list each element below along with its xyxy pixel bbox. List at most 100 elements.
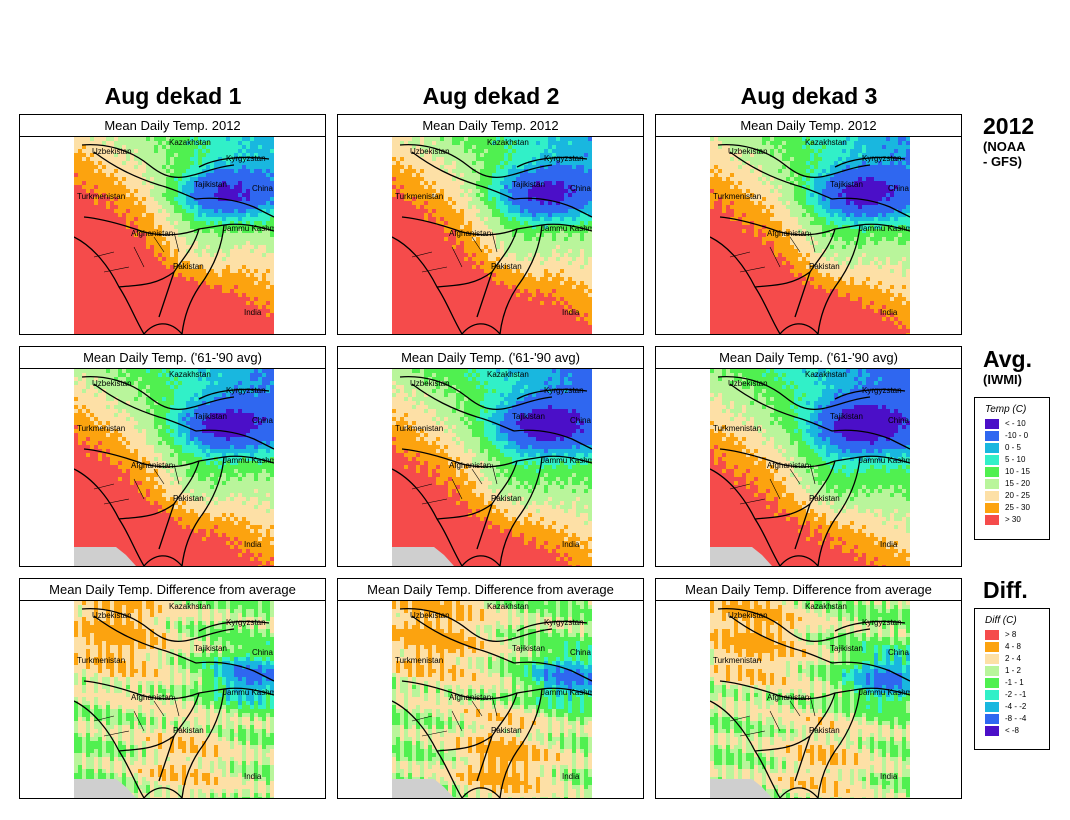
map-label: Jammu Kashmir (859, 688, 910, 697)
temp-legend-item: > 30 (975, 514, 1049, 526)
map-label: India (562, 308, 580, 317)
boundary-line (461, 323, 501, 334)
map-panel-y2012-dekad-2: Mean Daily Temp. 2012 Kazakhstan Uzbekista… (337, 114, 644, 335)
legend-swatch (985, 503, 999, 513)
legend-label: -10 - 0 (1005, 430, 1028, 442)
boundary-line (93, 615, 197, 664)
legend-swatch (985, 702, 999, 712)
map-label: Pakistan (491, 494, 522, 503)
map-label: Afghanistan (767, 229, 809, 238)
legend-label: 4 - 8 (1005, 641, 1021, 653)
panel-title: Mean Daily Temp. 2012 (338, 115, 643, 137)
temp-legend-item: 0 - 5 (975, 442, 1049, 454)
map-label: Jammu Kashmir (859, 224, 910, 233)
map-panel-diff-dekad-2: Mean Daily Temp. Difference from average… (337, 578, 644, 799)
legend-label: < -8 (1005, 725, 1019, 737)
boundary-line (181, 224, 225, 334)
boundary-line (195, 197, 274, 218)
map-label: Turkmenistan (713, 424, 761, 433)
legend-swatch (985, 515, 999, 525)
map-label: Turkmenistan (395, 424, 443, 433)
boundary-line (195, 661, 274, 682)
boundary-line (516, 620, 588, 632)
map-label: Uzbekistan (728, 147, 768, 156)
temperature-map: Kazakhstan Uzbekistan Kyrgyzstan Tajikistan… (74, 369, 274, 566)
legend-label: 0 - 5 (1005, 442, 1021, 454)
boundary-line (719, 448, 910, 468)
boundary-line (831, 661, 910, 682)
legend-label: -1 - 1 (1005, 677, 1024, 689)
panel-title: Mean Daily Temp. Difference from average (20, 579, 325, 601)
temp-legend-title: Temp (C) (975, 404, 1049, 415)
map-label: Tajikistan (512, 644, 545, 653)
boundary-line (399, 375, 553, 411)
map-label: India (880, 308, 898, 317)
map-label: Uzbekistan (92, 379, 132, 388)
map-label: China (888, 648, 909, 657)
row-label-2012-source-2: - GFS) (983, 154, 1034, 169)
legend-label: > 8 (1005, 629, 1016, 641)
boundary-line (401, 448, 592, 468)
map-label: Kyrgyzstan (862, 386, 902, 395)
boundary-line (831, 197, 910, 218)
map-label: Tajikistan (512, 412, 545, 421)
map-label: Kyrgyzstan (226, 154, 266, 163)
raster-field (710, 601, 910, 798)
boundary-line (411, 383, 515, 432)
map-panel-y2012-dekad-1: Mean Daily Temp. 2012 Kazakhstan Uzbekista… (19, 114, 326, 335)
raster-field (392, 137, 592, 334)
row-label-2012-source: (NOAA (983, 139, 1034, 154)
boundary-line (754, 735, 811, 752)
boundary-line (817, 688, 861, 798)
map-label: Kyrgyzstan (544, 386, 584, 395)
sea-area (710, 779, 772, 798)
column-header-dekad-1: Aug dekad 1 (19, 83, 327, 110)
boundary-line (710, 468, 781, 566)
map-label: Kyrgyzstan (544, 154, 584, 163)
boundary-line (779, 323, 819, 334)
temp-legend-item: 10 - 15 (975, 466, 1049, 478)
map-label: Pakistan (173, 726, 204, 735)
map-label: Kazakhstan (487, 602, 529, 611)
boundary-line (719, 680, 910, 700)
boundary-line (198, 156, 270, 168)
boundary-line (834, 388, 906, 400)
legend-swatch (985, 642, 999, 652)
legend-swatch (985, 678, 999, 688)
sea-area (710, 547, 772, 566)
boundary-line (74, 700, 145, 798)
map-label: Afghanistan (449, 229, 491, 238)
map-label: China (570, 184, 591, 193)
map-label: Jammu Kashmir (541, 456, 592, 465)
row-label-2012: 2012 (NOAA - GFS) (983, 113, 1034, 169)
legend-label: 25 - 30 (1005, 502, 1030, 514)
raster-field (392, 601, 592, 798)
map-label: Kazakhstan (169, 370, 211, 379)
boundary-line (436, 271, 493, 288)
map-label: China (888, 416, 909, 425)
boundary-line (710, 700, 781, 798)
boundary-line (729, 151, 833, 200)
boundary-line (516, 388, 588, 400)
boundary-line (118, 503, 175, 520)
legend-label: 20 - 25 (1005, 490, 1030, 502)
legend-label: < - 10 (1005, 418, 1026, 430)
boundary-line (83, 680, 274, 700)
boundary-line (754, 503, 811, 520)
boundary-line (81, 607, 235, 643)
map-label: India (880, 540, 898, 549)
map-label: Uzbekistan (410, 611, 450, 620)
boundary-line (181, 456, 225, 566)
boundary-line (118, 271, 175, 288)
boundary-line (401, 216, 592, 236)
map-label: Kazakhstan (169, 602, 211, 611)
panel-title: Mean Daily Temp. 2012 (656, 115, 961, 137)
legend-swatch (985, 690, 999, 700)
map-label: Turkmenistan (395, 656, 443, 665)
map-label: Uzbekistan (410, 379, 450, 388)
boundary-line (143, 787, 183, 798)
map-label: Kazakhstan (805, 602, 847, 611)
panel-title: Mean Daily Temp. Difference from average (338, 579, 643, 601)
boundary-line (93, 383, 197, 432)
